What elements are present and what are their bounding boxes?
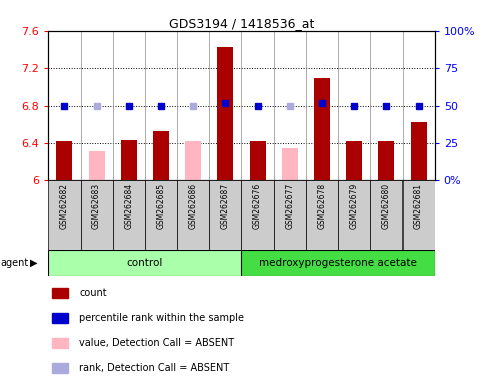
Text: rank, Detection Call = ABSENT: rank, Detection Call = ABSENT	[79, 362, 229, 373]
Bar	[177, 180, 209, 250]
Bar	[81, 180, 113, 250]
Text: GSM262678: GSM262678	[317, 182, 327, 229]
Bar	[402, 180, 435, 250]
Text: agent: agent	[0, 258, 28, 268]
Bar	[378, 141, 395, 180]
Bar	[52, 362, 68, 372]
Bar	[52, 313, 68, 323]
Bar	[242, 180, 274, 250]
Text: GSM262677: GSM262677	[285, 182, 294, 229]
Bar	[411, 122, 426, 180]
Text: value, Detection Call = ABSENT: value, Detection Call = ABSENT	[79, 338, 234, 348]
Text: GSM262680: GSM262680	[382, 182, 391, 229]
Bar	[121, 140, 137, 180]
Bar	[48, 250, 242, 276]
Text: percentile rank within the sample: percentile rank within the sample	[79, 313, 244, 323]
Text: ▶: ▶	[30, 258, 38, 268]
Bar	[48, 180, 81, 250]
Bar	[153, 131, 169, 180]
Bar	[274, 180, 306, 250]
Text: GSM262683: GSM262683	[92, 182, 101, 229]
Bar	[52, 338, 68, 348]
Text: GSM262682: GSM262682	[60, 182, 69, 228]
Bar	[185, 141, 201, 180]
Text: GSM262681: GSM262681	[414, 182, 423, 228]
Bar	[52, 288, 68, 298]
Text: medroxyprogesterone acetate: medroxyprogesterone acetate	[259, 258, 417, 268]
Text: GSM262685: GSM262685	[156, 182, 166, 229]
Bar	[370, 180, 402, 250]
Text: GSM262687: GSM262687	[221, 182, 230, 229]
Bar	[282, 148, 298, 180]
Title: GDS3194 / 1418536_at: GDS3194 / 1418536_at	[169, 17, 314, 30]
Text: GSM262686: GSM262686	[189, 182, 198, 229]
Text: GSM262679: GSM262679	[350, 182, 359, 229]
Bar	[250, 141, 266, 180]
Text: count: count	[79, 288, 107, 298]
Bar	[209, 180, 242, 250]
Bar	[217, 46, 233, 180]
Bar	[242, 250, 435, 276]
Bar	[113, 180, 145, 250]
Bar	[88, 151, 105, 180]
Text: GSM262676: GSM262676	[253, 182, 262, 229]
Text: control: control	[127, 258, 163, 268]
Bar	[314, 78, 330, 180]
Bar	[306, 180, 338, 250]
Bar	[346, 141, 362, 180]
Text: GSM262684: GSM262684	[124, 182, 133, 229]
Bar	[57, 141, 72, 180]
Bar	[145, 180, 177, 250]
Bar	[338, 180, 370, 250]
